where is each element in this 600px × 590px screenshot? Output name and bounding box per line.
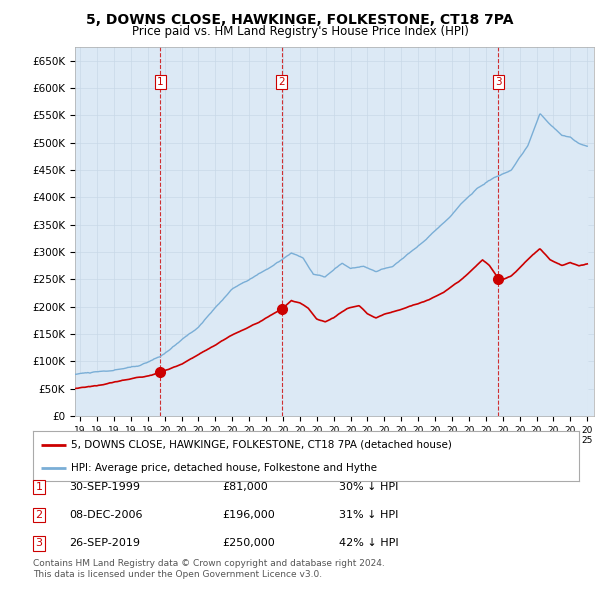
Text: 3: 3 — [495, 77, 502, 87]
Text: 08-DEC-2006: 08-DEC-2006 — [69, 510, 143, 520]
Text: 3: 3 — [35, 539, 43, 548]
Text: Price paid vs. HM Land Registry's House Price Index (HPI): Price paid vs. HM Land Registry's House … — [131, 25, 469, 38]
Text: 30% ↓ HPI: 30% ↓ HPI — [339, 482, 398, 491]
Text: This data is licensed under the Open Government Licence v3.0.: This data is licensed under the Open Gov… — [33, 571, 322, 579]
Text: 5, DOWNS CLOSE, HAWKINGE, FOLKESTONE, CT18 7PA (detached house): 5, DOWNS CLOSE, HAWKINGE, FOLKESTONE, CT… — [71, 440, 452, 450]
Text: 2: 2 — [278, 77, 285, 87]
Text: 26-SEP-2019: 26-SEP-2019 — [69, 539, 140, 548]
Text: 1: 1 — [157, 77, 164, 87]
Text: £81,000: £81,000 — [222, 482, 268, 491]
Text: £250,000: £250,000 — [222, 539, 275, 548]
Text: 5, DOWNS CLOSE, HAWKINGE, FOLKESTONE, CT18 7PA: 5, DOWNS CLOSE, HAWKINGE, FOLKESTONE, CT… — [86, 13, 514, 27]
Text: 31% ↓ HPI: 31% ↓ HPI — [339, 510, 398, 520]
Text: Contains HM Land Registry data © Crown copyright and database right 2024.: Contains HM Land Registry data © Crown c… — [33, 559, 385, 568]
Text: HPI: Average price, detached house, Folkestone and Hythe: HPI: Average price, detached house, Folk… — [71, 463, 377, 473]
Text: 2: 2 — [35, 510, 43, 520]
Text: 1: 1 — [35, 482, 43, 491]
Text: 42% ↓ HPI: 42% ↓ HPI — [339, 539, 398, 548]
Text: 30-SEP-1999: 30-SEP-1999 — [69, 482, 140, 491]
Text: £196,000: £196,000 — [222, 510, 275, 520]
